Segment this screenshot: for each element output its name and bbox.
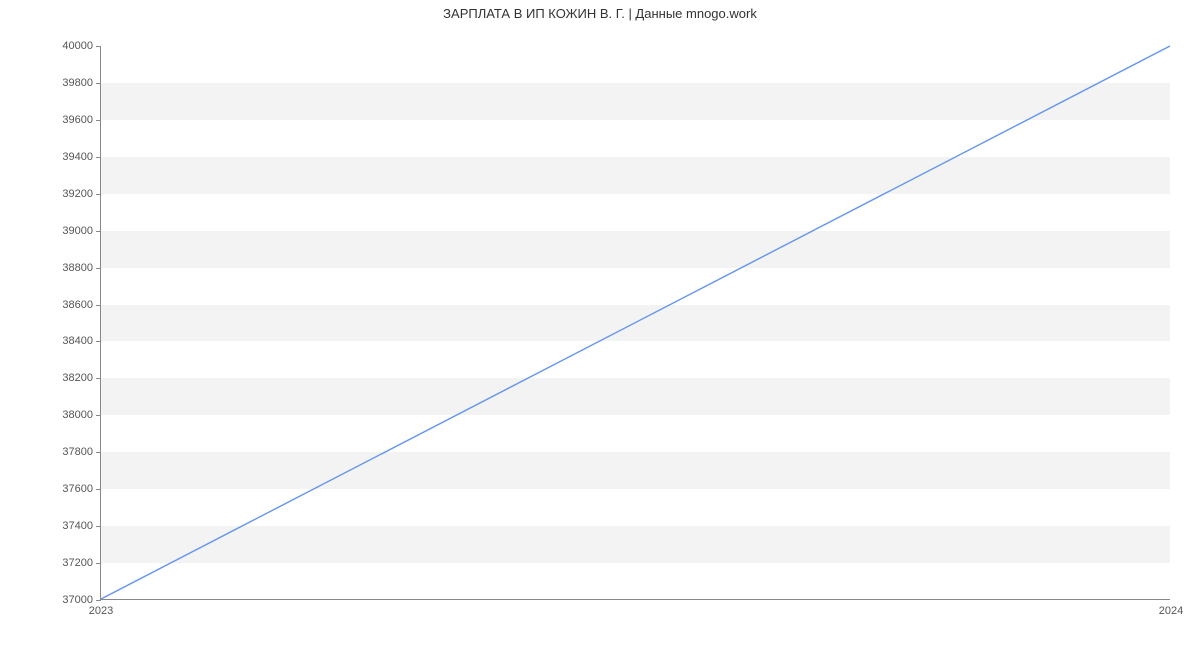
y-tick-label: 38200	[62, 372, 93, 384]
y-tick-mark	[96, 268, 101, 269]
y-tick-label: 37800	[62, 446, 93, 458]
y-tick-mark	[96, 46, 101, 47]
y-tick-label: 38800	[62, 262, 93, 274]
y-tick-mark	[96, 415, 101, 416]
y-tick-label: 38400	[62, 335, 93, 347]
x-tick-label: 2023	[89, 605, 113, 617]
y-tick-label: 37200	[62, 557, 93, 569]
salary-chart: ЗАРПЛАТА В ИП КОЖИН В. Г. | Данные mnogo…	[0, 0, 1200, 650]
y-tick-mark	[96, 194, 101, 195]
x-tick-label: 2024	[1159, 605, 1183, 617]
y-tick-label: 37400	[62, 520, 93, 532]
y-tick-mark	[96, 489, 101, 490]
chart-title: ЗАРПЛАТА В ИП КОЖИН В. Г. | Данные mnogo…	[0, 6, 1200, 21]
y-tick-mark	[96, 231, 101, 232]
y-tick-label: 39200	[62, 188, 93, 200]
y-tick-label: 39800	[62, 77, 93, 89]
line-layer	[101, 46, 1170, 599]
y-tick-mark	[96, 378, 101, 379]
y-tick-mark	[96, 120, 101, 121]
y-tick-mark	[96, 600, 101, 601]
plot-area: 3700037200374003760037800380003820038400…	[100, 46, 1170, 600]
y-tick-mark	[96, 341, 101, 342]
y-tick-label: 39400	[62, 151, 93, 163]
series-line	[101, 46, 1170, 599]
y-tick-label: 38600	[62, 299, 93, 311]
y-tick-label: 39600	[62, 114, 93, 126]
y-tick-mark	[96, 157, 101, 158]
y-tick-label: 37600	[62, 483, 93, 495]
y-tick-mark	[96, 563, 101, 564]
y-tick-mark	[96, 305, 101, 306]
y-tick-label: 39000	[62, 225, 93, 237]
y-tick-mark	[96, 526, 101, 527]
y-tick-mark	[96, 83, 101, 84]
y-tick-label: 40000	[62, 40, 93, 52]
y-tick-label: 38000	[62, 409, 93, 421]
y-tick-mark	[96, 452, 101, 453]
